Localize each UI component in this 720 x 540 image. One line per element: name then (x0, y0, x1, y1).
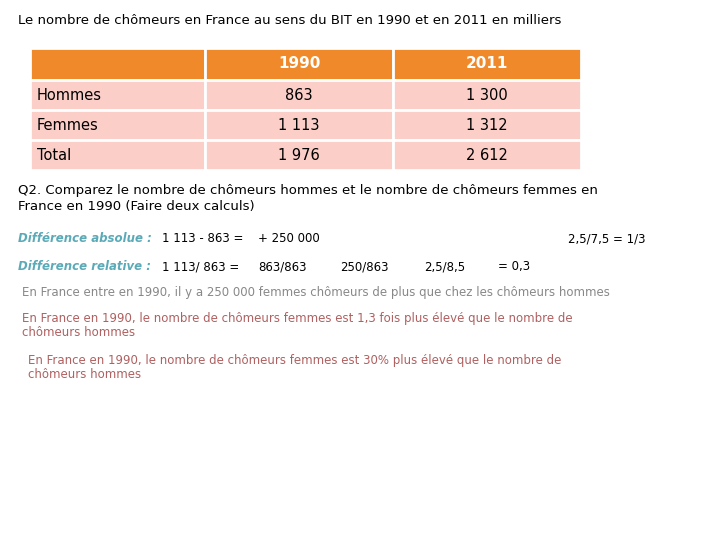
Text: 2 612: 2 612 (466, 147, 508, 163)
Bar (393, 80, 581, 110)
Bar (30, 48, 205, 80)
Text: 1 312: 1 312 (466, 118, 508, 132)
Text: = 0,3: = 0,3 (498, 260, 530, 273)
Bar (205, 110, 393, 140)
Text: 250/863: 250/863 (340, 260, 389, 273)
Text: Total: Total (37, 147, 71, 163)
Text: 2011: 2011 (466, 57, 508, 71)
Text: Hommes: Hommes (37, 87, 102, 103)
Text: Différence relative :: Différence relative : (18, 260, 151, 273)
Text: 1 113/ 863 =: 1 113/ 863 = (162, 260, 239, 273)
Bar (205, 140, 393, 170)
Text: Différence absolue :: Différence absolue : (18, 232, 152, 245)
Text: Le nombre de chômeurs en France au sens du BIT en 1990 et en 2011 en milliers: Le nombre de chômeurs en France au sens … (18, 14, 562, 27)
Text: En France en 1990, le nombre de chômeurs femmes est 1,3 fois plus élevé que le n: En France en 1990, le nombre de chômeurs… (22, 312, 572, 325)
Text: + 250 000: + 250 000 (258, 232, 320, 245)
Bar (205, 80, 393, 110)
Bar (30, 140, 205, 170)
Bar (393, 48, 581, 80)
Bar (393, 110, 581, 140)
Text: 1 300: 1 300 (466, 87, 508, 103)
Text: 1 976: 1 976 (278, 147, 320, 163)
Bar (393, 140, 581, 170)
Bar (30, 80, 205, 110)
Bar (205, 48, 393, 80)
Text: En France en 1990, le nombre de chômeurs femmes est 30% plus élevé que le nombre: En France en 1990, le nombre de chômeurs… (28, 354, 562, 367)
Text: 1 113: 1 113 (278, 118, 320, 132)
Text: chômeurs hommes: chômeurs hommes (28, 368, 141, 381)
Bar (30, 110, 205, 140)
Text: 1990: 1990 (278, 57, 320, 71)
Text: 863/863: 863/863 (258, 260, 307, 273)
Text: Q2. Comparez le nombre de chômeurs hommes et le nombre de chômeurs femmes en: Q2. Comparez le nombre de chômeurs homme… (18, 184, 598, 197)
Text: chômeurs hommes: chômeurs hommes (22, 326, 135, 339)
Text: 2,5/7,5 = 1/3: 2,5/7,5 = 1/3 (568, 232, 646, 245)
Text: 863: 863 (285, 87, 312, 103)
Text: France en 1990 (Faire deux calculs): France en 1990 (Faire deux calculs) (18, 200, 255, 213)
Text: En France entre en 1990, il y a 250 000 femmes chômeurs de plus que chez les chô: En France entre en 1990, il y a 250 000 … (22, 286, 610, 299)
Text: 1 113 - 863 =: 1 113 - 863 = (162, 232, 243, 245)
Text: Femmes: Femmes (37, 118, 99, 132)
Text: 2,5/8,5: 2,5/8,5 (424, 260, 465, 273)
